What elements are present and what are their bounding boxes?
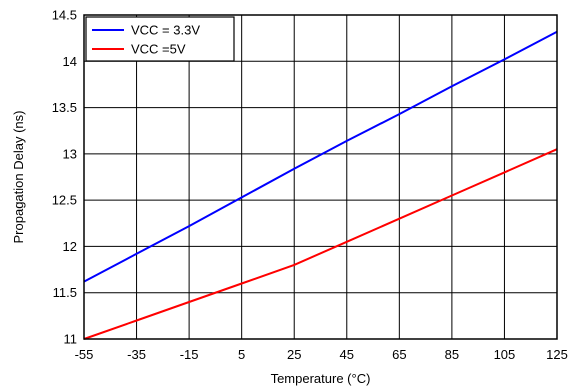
y-tick-label: 11.5	[53, 285, 77, 300]
x-tick-label: 85	[445, 347, 459, 362]
legend-box	[85, 16, 235, 62]
x-axis-ticks: -55 -35 -15 5 25 45 65 85 105 125	[75, 347, 568, 362]
x-tick-label: 65	[392, 347, 406, 362]
x-tick-label: 105	[494, 347, 516, 362]
y-tick-label: 13	[63, 146, 77, 161]
y-tick-label: 13.5	[52, 100, 77, 115]
series-lines	[83, 30, 558, 340]
x-tick-label: -15	[180, 347, 199, 362]
x-tick-label: -35	[127, 347, 146, 362]
series-line-1	[83, 30, 558, 283]
x-tick-label: -55	[75, 347, 94, 362]
x-axis-title: Temperature (°C)	[271, 371, 371, 386]
x-tick-label: 5	[238, 347, 245, 362]
legend-label: VCC =5V	[131, 42, 186, 57]
x-tick-label: 125	[546, 347, 568, 362]
y-axis-ticks: 11 11.5 12 12.5 13 13.5 14 14.5	[52, 8, 77, 347]
y-tick-label: 11	[64, 332, 78, 347]
series-line-2	[83, 148, 558, 340]
y-tick-label: 12.5	[52, 193, 77, 208]
y-axis-title: Propagation Delay (ns)	[11, 111, 26, 244]
y-tick-label: 14.5	[52, 8, 77, 23]
plot-frame	[83, 14, 558, 340]
x-tick-label: 45	[340, 347, 354, 362]
y-tick-label: 14	[63, 54, 77, 69]
x-tick-label: 25	[287, 347, 301, 362]
y-tick-label: 12	[63, 239, 77, 254]
legend: VCC = 3.3V VCC =5V	[85, 16, 235, 62]
grid-lines	[84, 15, 557, 339]
legend-label: VCC = 3.3V	[131, 23, 200, 38]
